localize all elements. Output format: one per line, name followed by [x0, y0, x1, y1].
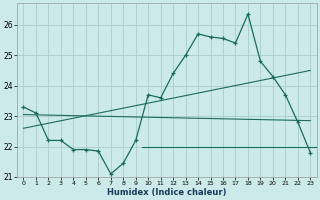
X-axis label: Humidex (Indice chaleur): Humidex (Indice chaleur) — [107, 188, 227, 197]
